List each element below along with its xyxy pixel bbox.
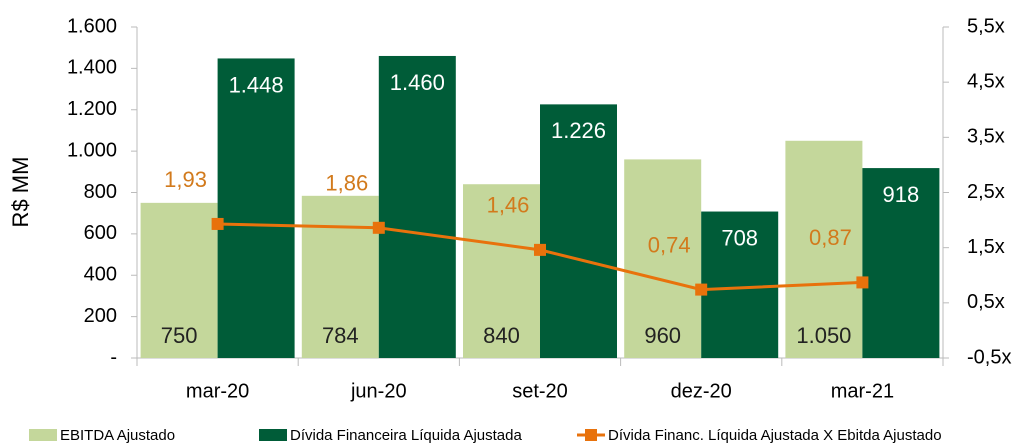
y2-tick-label: 3,5x xyxy=(967,126,1005,148)
x-tick-label: mar-20 xyxy=(186,380,249,402)
bar xyxy=(701,211,779,358)
y2-tick-label: 2,5x xyxy=(967,181,1005,203)
bar xyxy=(540,104,617,358)
data-label: 1,93 xyxy=(164,167,207,192)
legend-label: Dívida Financeira Líquida Ajustada xyxy=(290,427,522,443)
data-label: 840 xyxy=(483,323,520,348)
bar xyxy=(378,55,456,359)
data-label: 1.448 xyxy=(229,72,284,97)
y-tick-label: 800 xyxy=(84,181,117,203)
legend-swatch xyxy=(585,429,597,441)
y-tick-label: - xyxy=(110,346,117,368)
line-marker xyxy=(695,283,708,296)
line-marker xyxy=(372,221,385,234)
bar xyxy=(301,195,379,358)
data-label: 1,86 xyxy=(325,171,368,196)
y-tick-label: 1.400 xyxy=(67,57,117,79)
x-tick-label: mar-21 xyxy=(831,380,894,402)
data-label: 918 xyxy=(883,182,920,207)
bar xyxy=(463,184,540,358)
y-tick-label: 400 xyxy=(84,264,117,286)
data-label: 1.460 xyxy=(390,70,445,95)
y-axis-title: R$ MM xyxy=(8,157,33,228)
y2-tick-label: 1,5x xyxy=(967,236,1005,258)
bar xyxy=(785,140,863,358)
y-tick-label: 1.200 xyxy=(67,98,117,120)
data-label: 1.226 xyxy=(551,118,606,143)
line-marker xyxy=(211,217,224,230)
y-tick-label: 1.600 xyxy=(67,15,117,37)
y2-tick-label: 5,5x xyxy=(967,15,1005,37)
legend-label: EBITDA Ajustado xyxy=(60,427,175,443)
line-marker xyxy=(856,276,869,289)
legend-swatch xyxy=(259,429,287,441)
x-tick-label: set-20 xyxy=(512,380,568,402)
data-label: 708 xyxy=(721,225,758,250)
bar xyxy=(624,159,702,358)
bar xyxy=(862,168,940,358)
data-label: 750 xyxy=(161,323,198,348)
line-marker xyxy=(534,243,546,256)
y-tick-label: 1.000 xyxy=(67,139,117,161)
legend-label: Dívida Financ. Líquida Ajustada X Ebitda… xyxy=(608,427,942,443)
x-tick-label: dez-20 xyxy=(671,380,732,402)
x-tick-label: jun-20 xyxy=(350,380,407,402)
data-label: 0,87 xyxy=(809,225,852,250)
data-label: 1,46 xyxy=(487,193,530,218)
y-tick-label: 600 xyxy=(84,222,117,244)
data-label: 960 xyxy=(644,323,681,348)
bar xyxy=(217,58,295,358)
y2-tick-label: 4,5x xyxy=(967,70,1005,92)
legend-swatch xyxy=(29,429,57,441)
bar xyxy=(140,202,218,358)
y2-tick-label: 0,5x xyxy=(967,291,1005,313)
data-label: 0,74 xyxy=(648,232,691,257)
y2-tick-label: -0,5x xyxy=(967,346,1011,368)
data-label: 1.050 xyxy=(796,323,851,348)
y-tick-label: 200 xyxy=(84,305,117,327)
data-label: 784 xyxy=(322,323,359,348)
